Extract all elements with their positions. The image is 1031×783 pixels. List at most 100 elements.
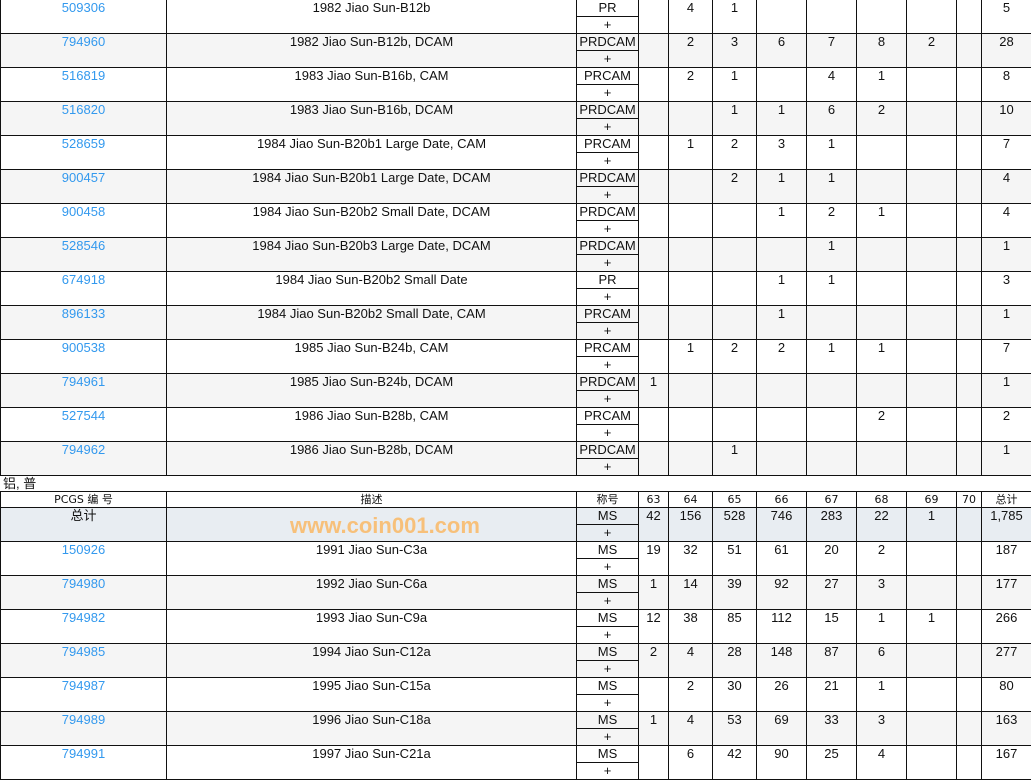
plus-grade-toggle[interactable]: + xyxy=(603,525,612,540)
pcgs-number-link[interactable]: 528546 xyxy=(61,238,106,254)
grade-65-count: 1 xyxy=(712,101,757,136)
plus-grade-toggle[interactable]: + xyxy=(603,391,612,406)
description-cell: 1982 Jiao Sun-B12b, DCAM xyxy=(166,33,577,68)
pcgs-number-link[interactable]: 794989 xyxy=(61,712,106,728)
plus-grade-toggle[interactable]: + xyxy=(603,459,612,474)
pcgs-number-link[interactable]: 896133 xyxy=(61,306,106,322)
pcgs-number-link[interactable]: 900458 xyxy=(61,204,106,220)
plus-grade-toggle[interactable]: + xyxy=(603,85,612,100)
grade-68-count: 4 xyxy=(856,745,907,780)
designation-cell: MS + xyxy=(576,541,639,576)
designation-label: MS xyxy=(577,611,638,627)
grade-63-count xyxy=(638,169,669,204)
grade-65-count: 2 xyxy=(712,169,757,204)
plus-grade-toggle[interactable]: + xyxy=(603,289,612,304)
pcgs-cell: 794982 xyxy=(0,609,167,644)
pcgs-number-link[interactable]: 794962 xyxy=(61,442,106,458)
pcgs-number-link[interactable]: 794980 xyxy=(61,576,106,592)
plus-grade-toggle[interactable]: + xyxy=(603,425,612,440)
pcgs-number-link[interactable]: 794985 xyxy=(61,644,106,660)
plus-grade-toggle[interactable]: + xyxy=(603,255,612,270)
grade-64-count xyxy=(668,305,713,340)
grade-69-count xyxy=(906,677,957,712)
plus-grade-toggle[interactable]: + xyxy=(603,153,612,168)
total-count: 277 xyxy=(981,643,1031,678)
pcgs-number-link[interactable]: 794960 xyxy=(61,34,106,50)
grade-64-count xyxy=(668,101,713,136)
grade-65-count xyxy=(712,407,757,442)
pcgs-number-link[interactable]: 900538 xyxy=(61,340,106,356)
pcgs-number-link[interactable]: 527544 xyxy=(61,408,106,424)
plus-grade-toggle[interactable]: + xyxy=(603,357,612,372)
pcgs-cell: 516820 xyxy=(0,101,167,136)
grade-63-count xyxy=(638,407,669,442)
plus-grade-toggle[interactable]: + xyxy=(603,763,612,778)
designation-cell: PRDCAM + xyxy=(576,441,639,476)
total-count: 5 xyxy=(981,0,1031,34)
plus-grade-toggle[interactable]: + xyxy=(603,221,612,236)
table-row: 794989 1996 Jiao Sun-C18a MS +1 4 53 69 33 3 163 xyxy=(0,711,1031,746)
designation-label: PRDCAM xyxy=(577,35,638,51)
plus-grade-toggle[interactable]: + xyxy=(603,119,612,134)
table-row: 516820 1983 Jiao Sun-B16b, DCAM PRDCAM +1 1 6… xyxy=(0,101,1031,136)
grade-66-count: 746 xyxy=(756,507,807,542)
plus-grade-toggle[interactable]: + xyxy=(603,661,612,676)
designation-cell: PRCAM + xyxy=(576,339,639,374)
designation-label: PRDCAM xyxy=(577,205,638,221)
grade-69-count xyxy=(906,101,957,136)
pcgs-number-link[interactable]: 794987 xyxy=(61,678,106,694)
designation-label: PRCAM xyxy=(577,409,638,425)
pcgs-number-link[interactable]: 509306 xyxy=(61,0,106,16)
ms-population-table: PCGS 编 号 描述 称号 63 64 65 66 67 68 69 70 总计 总计 MS +4… xyxy=(0,491,1031,780)
pcgs-number-link[interactable]: 516819 xyxy=(61,68,106,84)
plus-grade-toggle[interactable]: + xyxy=(603,695,612,710)
plus-grade-toggle[interactable]: + xyxy=(603,187,612,202)
grade-63-count xyxy=(638,441,669,476)
plus-grade-toggle[interactable]: + xyxy=(603,17,612,32)
plus-grade-toggle[interactable]: + xyxy=(603,729,612,744)
designation-label: MS xyxy=(577,577,638,593)
designation-label: MS xyxy=(577,543,638,559)
plus-grade-toggle[interactable]: + xyxy=(603,323,612,338)
table-row: 794960 1982 Jiao Sun-B12b, DCAM PRDCAM +2 3 6… xyxy=(0,33,1031,68)
table-row: 528659 1984 Jiao Sun-B20b1 Large Date, CA… xyxy=(0,135,1031,170)
grade-69-count xyxy=(906,745,957,780)
pcgs-number-link[interactable]: 516820 xyxy=(61,102,106,118)
designation-label: PRDCAM xyxy=(577,171,638,187)
designation-cell: PRDCAM + xyxy=(576,169,639,204)
grade-70-count xyxy=(956,203,982,238)
grade-65-count: 28 xyxy=(712,643,757,678)
pcgs-number-link[interactable]: 794961 xyxy=(61,374,106,390)
designation-label: MS xyxy=(577,679,638,695)
pcgs-number-link[interactable]: 794991 xyxy=(61,746,106,762)
grade-66-count: 61 xyxy=(756,541,807,576)
pcgs-number-link[interactable]: 528659 xyxy=(61,136,106,152)
grade-70-count xyxy=(956,339,982,374)
grade-70-count xyxy=(956,237,982,272)
plus-grade-toggle[interactable]: + xyxy=(603,593,612,608)
pcgs-number-link[interactable]: 674918 xyxy=(61,272,106,288)
pcgs-number-link[interactable]: 150926 xyxy=(61,542,106,558)
grade-64-count: 38 xyxy=(668,609,713,644)
plus-grade-toggle[interactable]: + xyxy=(603,627,612,642)
grade-70-count xyxy=(956,169,982,204)
designation-cell: PR + xyxy=(576,271,639,306)
grade-68-count: 22 xyxy=(856,507,907,542)
grade-70-count xyxy=(956,677,982,712)
grade-66-count xyxy=(756,237,807,272)
grade-68-count: 6 xyxy=(856,643,907,678)
grade-68-count xyxy=(856,169,907,204)
header-grade-67: 67 xyxy=(806,491,857,508)
description-cell: 1992 Jiao Sun-C6a xyxy=(166,575,577,610)
pcgs-number-link[interactable]: 794982 xyxy=(61,610,106,626)
grade-64-count: 1 xyxy=(668,339,713,374)
pcgs-number-link[interactable]: 900457 xyxy=(61,170,106,186)
total-count: 177 xyxy=(981,575,1031,610)
total-count: 3 xyxy=(981,271,1031,306)
designation-label: PR xyxy=(577,273,638,289)
grade-64-count xyxy=(668,169,713,204)
grade-69-count: 1 xyxy=(906,609,957,644)
grade-70-count xyxy=(956,407,982,442)
plus-grade-toggle[interactable]: + xyxy=(603,559,612,574)
plus-grade-toggle[interactable]: + xyxy=(603,51,612,66)
